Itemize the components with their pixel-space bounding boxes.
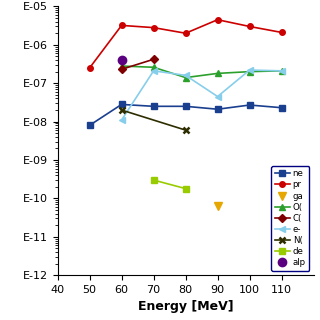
pr xyxy=(280,30,284,34)
N( xyxy=(120,108,124,112)
Line: pr: pr xyxy=(87,17,284,71)
Line: N(: N( xyxy=(118,107,189,133)
ne xyxy=(280,106,284,110)
pr xyxy=(152,26,156,29)
N( xyxy=(184,128,188,132)
pr xyxy=(88,66,92,70)
C( xyxy=(152,57,156,61)
Line: ne: ne xyxy=(87,102,284,128)
e- xyxy=(216,95,220,99)
e- xyxy=(184,74,188,77)
Line: e-: e- xyxy=(119,67,284,123)
ne xyxy=(248,103,252,107)
e- xyxy=(280,69,284,73)
O( xyxy=(152,65,156,69)
Legend: ne, pr, ga, O(, C(, e-, N(, de, alp: ne, pr, ga, O(, C(, e-, N(, de, alp xyxy=(271,166,309,271)
e- xyxy=(152,69,156,73)
e- xyxy=(120,118,124,122)
X-axis label: Energy [MeV]: Energy [MeV] xyxy=(138,300,233,314)
pr xyxy=(184,31,188,35)
O( xyxy=(216,71,220,75)
Line: C(: C( xyxy=(119,57,156,72)
ne xyxy=(152,104,156,108)
ne xyxy=(88,124,92,127)
ne xyxy=(184,104,188,108)
de xyxy=(152,178,156,182)
O( xyxy=(184,76,188,79)
pr xyxy=(120,23,124,27)
e- xyxy=(248,68,252,72)
O( xyxy=(280,69,284,73)
C( xyxy=(120,68,124,71)
ne xyxy=(216,107,220,111)
Line: O(: O( xyxy=(119,63,284,80)
Line: de: de xyxy=(151,177,188,191)
ne xyxy=(120,102,124,106)
O( xyxy=(248,70,252,74)
O( xyxy=(120,64,124,68)
de xyxy=(184,187,188,190)
pr xyxy=(248,25,252,28)
pr xyxy=(216,18,220,22)
